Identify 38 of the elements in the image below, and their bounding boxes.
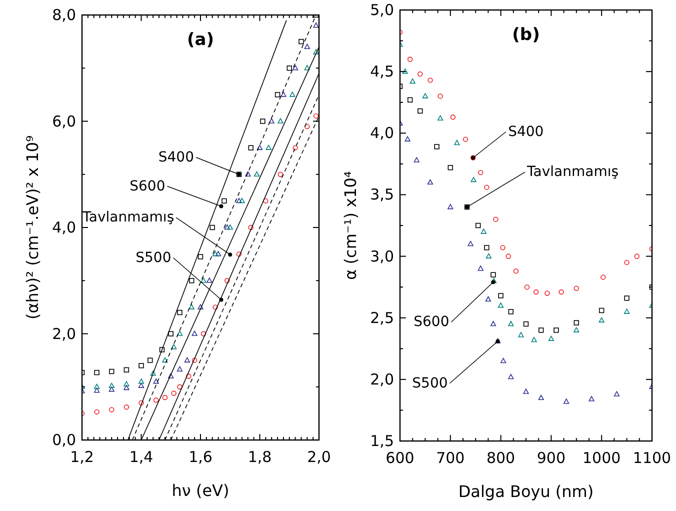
- annotation: Tavlanmamış: [82, 210, 174, 226]
- y-tick-label: 4,0: [52, 218, 76, 236]
- y-tick-label: 0,0: [52, 431, 76, 449]
- text: (b): [512, 25, 540, 45]
- annotation: S400: [158, 149, 194, 166]
- y-tick-label: 3,0: [370, 247, 394, 266]
- y-tick-label: 2,0: [52, 324, 76, 343]
- x-tick-label: 1,6: [188, 448, 212, 466]
- y-tick-label: 5,0: [370, 1, 394, 19]
- annotation: S600: [130, 178, 166, 194]
- x-axis-title: hν (eV): [172, 481, 230, 500]
- x-tick-label: 2,0: [307, 448, 331, 466]
- y-axis-title: (αhν)² (cm⁻¹.eV)² x 10⁹: [23, 135, 42, 320]
- x-tick-label: 900: [536, 449, 566, 467]
- text: (a): [186, 30, 214, 50]
- y-tick-label: 2,5: [370, 308, 394, 327]
- y-tick-label: 3,5: [370, 186, 394, 204]
- annotation: S500: [136, 250, 172, 266]
- y-tick-label: 4,0: [370, 124, 394, 142]
- y-tick-label: 6,0: [52, 112, 76, 130]
- annotation: S600: [414, 314, 450, 330]
- x-tick-label: 1100: [632, 449, 672, 467]
- y-tick-label: 8,0: [52, 6, 76, 24]
- y-tick-label: 2,0: [370, 370, 394, 388]
- y-axis-title: α (cm⁻¹) x10⁴: [341, 171, 360, 280]
- annotation: S500: [412, 375, 448, 392]
- annotation: Tavlanmamış: [526, 164, 619, 180]
- x-tick-label: 1,2: [70, 448, 94, 466]
- x-tick-label: 800: [486, 449, 516, 467]
- x-tick-label: 700: [436, 449, 465, 467]
- annotation: S400: [508, 124, 544, 140]
- x-axis-title: Dalga Boyu (nm): [458, 482, 594, 501]
- x-tick-label: 1,4: [129, 448, 154, 466]
- x-tick-label: 1000: [582, 449, 621, 467]
- x-tick-label: 600: [386, 449, 414, 467]
- y-tick-label: 4,5: [370, 62, 394, 81]
- x-tick-label: 1,8: [248, 448, 272, 466]
- y-tick-label: 1,5: [370, 432, 394, 450]
